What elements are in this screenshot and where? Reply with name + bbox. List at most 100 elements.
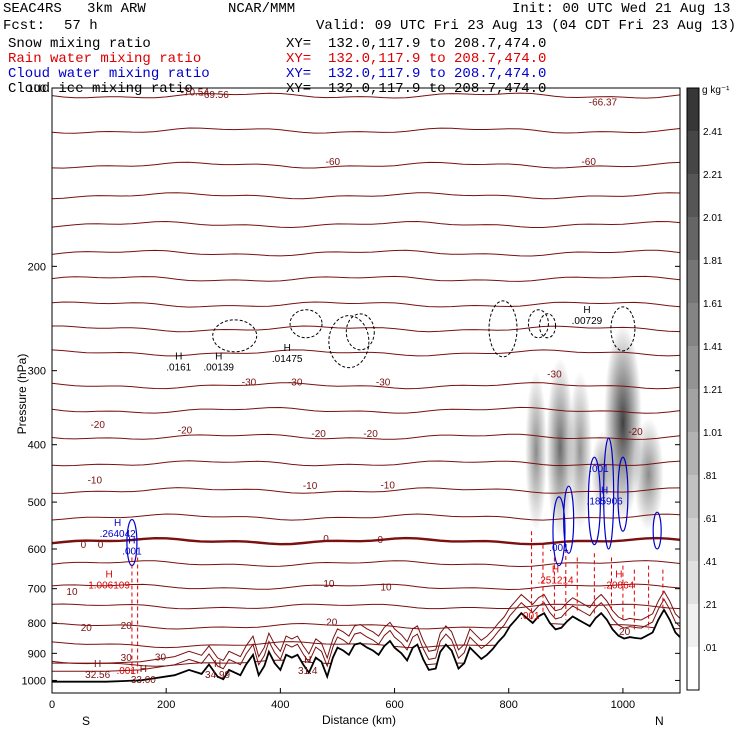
x-tick-label-3: 600 [385, 699, 403, 711]
top-extreme-label-1: -69.56 [201, 90, 230, 101]
colorbar-swatch-8 [687, 303, 699, 346]
x-axis-title: Distance (km) [322, 713, 397, 727]
contour-label-20: 10 [380, 583, 392, 594]
colorbar-label-5: 1.01 [703, 428, 723, 439]
forecast-hours: 57 h [64, 18, 98, 34]
colorbar-label-9: 1.81 [703, 256, 723, 267]
shading-column-5 [633, 417, 664, 532]
high-value-14: 32.56 [85, 670, 110, 681]
cloud-water-contour-6 [652, 511, 662, 550]
contour-label-19: 10 [323, 579, 335, 590]
x-tick-label-2: 400 [271, 699, 289, 711]
temperature-contour-18 [51, 583, 681, 591]
contour-label-16: 0 [323, 534, 329, 545]
x-tick-label-1: 200 [157, 699, 175, 711]
contour-label-15: 0 [98, 540, 104, 551]
y-tick-label-8: 900 [28, 648, 46, 660]
temperature-contour-12 [51, 433, 681, 440]
high-value-17: 31.4 [298, 666, 318, 677]
model-title: SEAC4RS 3km ARW [3, 1, 146, 17]
contour-label-7: -20 [178, 426, 193, 437]
snow-contour-0 [212, 319, 258, 353]
high-marker-1: H [215, 352, 222, 363]
colorbar-label-6: 1.21 [703, 385, 723, 396]
high-marker-17: H [304, 655, 311, 666]
org-label: NCAR/MMM [228, 1, 296, 17]
high-value-7: .185906 [587, 497, 624, 508]
contour-label-4: -30 [376, 378, 391, 389]
colorbar-label-8: 1.61 [703, 299, 723, 310]
snow-contour-2 [328, 315, 370, 369]
y-tick-label-3: 400 [28, 440, 46, 452]
high-value-13: .001 [116, 666, 136, 677]
temperature-contour-19 [51, 603, 681, 610]
temperature-contour-6 [51, 275, 681, 282]
colorbar-label-7: 1.41 [703, 342, 723, 353]
snow-contour-3 [345, 313, 375, 351]
colorbar-swatch-4 [687, 475, 699, 518]
contour-label-9: -20 [363, 429, 378, 440]
snow-contour-7 [610, 306, 636, 352]
colorbar-swatch-10 [687, 217, 699, 260]
x-tick-label-5: 1000 [611, 699, 635, 711]
cloud-contours [126, 300, 664, 674]
terrain [52, 607, 681, 693]
colorbar-swatch-9 [687, 260, 699, 303]
snow-contour-5 [527, 309, 549, 339]
y-tick-label-1: 200 [28, 261, 46, 273]
high-marker-14: H [94, 659, 101, 670]
legend-cloud-water-name: Cloud water mixing ratio [8, 66, 210, 82]
high-marker-9: H [105, 570, 112, 581]
high-value-3: .00729 [572, 316, 603, 327]
cloud-water-contour-3 [587, 456, 601, 546]
contour-label-10: -20 [628, 427, 643, 438]
y-tick-label-5: 600 [28, 544, 46, 556]
temperature-contour-13 [51, 460, 681, 467]
legend-snow-xy: XY= 132.0,117.9 to 208.7,474.0 [286, 36, 547, 52]
terrain-outline [52, 607, 681, 683]
colorbar-swatch-6 [687, 389, 699, 432]
temperature-contour-5 [51, 249, 681, 257]
high-value-9: 1.006109 [88, 581, 130, 592]
high-marker-5: H [128, 536, 135, 547]
contour-label-17: 0 [377, 535, 383, 546]
shading-column-0 [525, 370, 548, 532]
contour-label-22: 20 [121, 621, 133, 632]
contour-label-13: -10 [380, 480, 395, 491]
y-tick-label-9: 1000 [22, 675, 46, 687]
near-surface-contour-1 [52, 590, 681, 664]
valid-time: Valid: 09 UTC Fri 23 Aug 13 (04 CDT Fri … [316, 18, 737, 34]
high-value-6: .001 [589, 464, 609, 475]
temperature-contour-1 [51, 127, 681, 134]
temperature-contour-7 [51, 301, 681, 308]
high-marker-2: H [284, 343, 291, 354]
high-value-15: 33.00 [131, 675, 156, 686]
high-marker-16: H [214, 659, 221, 670]
legend-rain-name: Rain water mixing ratio [8, 51, 202, 67]
colorbar-swatch-3 [687, 518, 699, 561]
colorbar-label-1: .21 [703, 600, 717, 611]
contour-label-24: 20 [619, 627, 631, 638]
x-tick-label-4: 800 [500, 699, 518, 711]
contour-label-14: 0 [81, 540, 87, 551]
legend-cloud-water-xy: XY= 132.0,117.9 to 208.7,474.0 [286, 66, 547, 82]
y-tick-label-0: 100 [28, 83, 46, 95]
contour-label-2: -30 [242, 378, 257, 389]
contour-label-18: 10 [66, 587, 78, 598]
colorbar-swatch-11 [687, 174, 699, 217]
contour-label-5: -30 [547, 369, 562, 380]
colorbar-swatch-7 [687, 346, 699, 389]
temperature-contour-17 [51, 560, 681, 568]
high-marker-15: H [140, 664, 147, 675]
snow-contour-4 [488, 300, 518, 358]
legend-cloud-ice-xy: XY= 132.0,117.9 to 208.7,474.0 [286, 81, 547, 97]
snow-contour-1 [289, 309, 323, 339]
temperature-contour-11 [51, 406, 681, 414]
contour-label-25: 30 [121, 653, 133, 664]
colorbar-swatch-13 [687, 88, 699, 131]
colorbar-swatch-1 [687, 604, 699, 647]
temperature-contour-15 [51, 513, 681, 521]
temperature-contour-14 [51, 487, 681, 494]
contour-label-11: -10 [88, 475, 103, 486]
south-label: S [82, 714, 91, 728]
